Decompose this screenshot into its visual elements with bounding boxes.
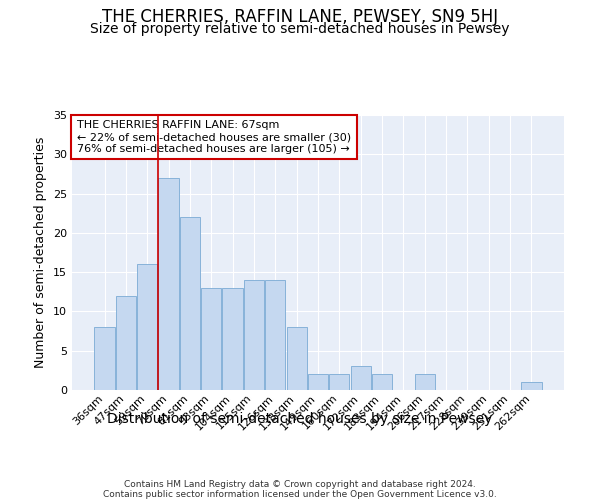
Text: Contains HM Land Registry data © Crown copyright and database right 2024.
Contai: Contains HM Land Registry data © Crown c…	[103, 480, 497, 500]
Bar	[521, 382, 542, 390]
Bar	[116, 296, 136, 390]
Bar	[287, 327, 307, 390]
Bar	[158, 178, 179, 390]
Bar	[308, 374, 328, 390]
Bar	[244, 280, 264, 390]
Y-axis label: Number of semi-detached properties: Number of semi-detached properties	[34, 137, 47, 368]
Bar	[415, 374, 435, 390]
Bar	[350, 366, 371, 390]
Text: Size of property relative to semi-detached houses in Pewsey: Size of property relative to semi-detach…	[90, 22, 510, 36]
Bar	[94, 327, 115, 390]
Bar	[201, 288, 221, 390]
Bar	[180, 217, 200, 390]
Bar	[372, 374, 392, 390]
Bar	[329, 374, 349, 390]
Text: THE CHERRIES, RAFFIN LANE, PEWSEY, SN9 5HJ: THE CHERRIES, RAFFIN LANE, PEWSEY, SN9 5…	[102, 8, 498, 26]
Text: Distribution of semi-detached houses by size in Pewsey: Distribution of semi-detached houses by …	[107, 412, 493, 426]
Bar	[223, 288, 243, 390]
Bar	[137, 264, 157, 390]
Text: THE CHERRIES RAFFIN LANE: 67sqm
← 22% of semi-detached houses are smaller (30)
7: THE CHERRIES RAFFIN LANE: 67sqm ← 22% of…	[77, 120, 351, 154]
Bar	[265, 280, 286, 390]
